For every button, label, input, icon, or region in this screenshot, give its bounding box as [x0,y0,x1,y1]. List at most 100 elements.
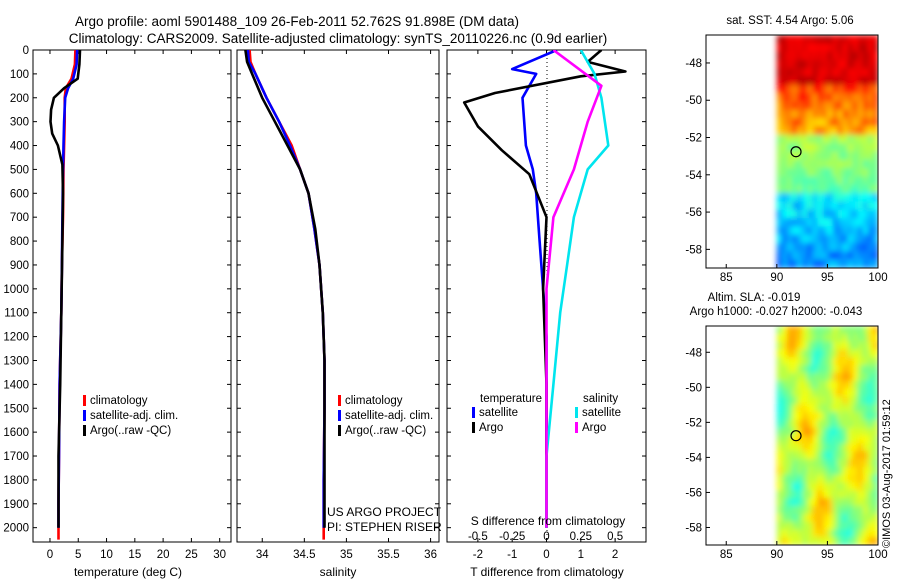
map-cell [872,251,878,261]
depth-tick-label: 800 [10,236,29,248]
map-cell [837,396,844,405]
map-cell [827,151,834,161]
map-cell [867,498,874,507]
map-cell [852,259,859,268]
map-cell [862,76,869,86]
sst-map-panel: sat. SST: 4.54 Argo: 5.06 85 90 95 100 -48 -5… [685,15,887,284]
map-x-tick-label: 90 [770,272,783,284]
map-cell [872,68,878,78]
map-cell [842,184,849,194]
map-cell [792,427,798,437]
map-cell [867,93,874,103]
map-cell [862,333,869,343]
map-cell [817,43,823,53]
map-cell [827,357,834,366]
map-cell [872,259,878,268]
s-diff-tick-label: -0.25 [499,531,525,543]
map-cell [812,118,818,128]
map-cell [852,396,859,405]
map-cell [832,341,839,350]
map-cell [867,35,874,44]
map-cell [802,451,808,460]
map-cell [781,365,788,374]
map-cell [867,341,874,350]
map-cell [832,51,839,61]
map-cell [812,380,818,390]
salinity-legend-0-swatch [338,395,341,406]
map-cell [847,43,854,53]
map-cell [797,419,803,429]
map-cell [776,226,783,236]
map-cell [792,326,798,335]
map-cell [842,388,849,397]
map-cell [812,143,818,153]
depth-axis: 0 100 200 300 400 500 600 700 800 900 1000 1100 1200… [3,45,231,535]
map-cell [797,184,803,194]
map-cell [812,396,818,405]
map-cell [837,404,844,413]
map-cell [857,143,864,153]
x-tick-label: 35 [340,549,353,561]
map-cell [847,372,854,382]
map-cell [797,93,803,103]
diff-legend-3-label: Argo [582,422,606,434]
map-cell [842,251,849,261]
map-cell [847,143,854,153]
map-cell [862,151,869,161]
map-cell [857,218,864,227]
map-cell [827,466,834,476]
map-cell [807,151,813,161]
map-cell [842,435,849,444]
map-cell [792,93,798,103]
map-cell [797,372,803,382]
map-cell [807,529,813,538]
map-cell [852,333,859,343]
map-cell [832,76,839,86]
map-cell [827,443,834,452]
map-cell [837,176,844,186]
map-cell [792,466,798,476]
map-cell [817,529,823,538]
map-cell [781,226,788,236]
map-cell [837,234,844,244]
map-cell [786,201,793,211]
map-cell [857,168,864,177]
map-cell [857,251,864,261]
map-cell [837,68,844,78]
map-cell [807,51,813,61]
sst-map-title: sat. SST: 4.54 Argo: 5.06 [726,15,853,27]
map-cell [827,349,834,358]
map-cell [832,68,839,78]
map-cell [812,134,818,144]
map-cell [817,176,823,186]
map-cell [812,435,818,444]
map-cell [797,396,803,405]
map-cell [776,101,783,111]
map-cell [786,159,793,169]
temperature-legend-1-swatch [83,410,86,421]
map-cell [827,404,834,413]
map-cell [832,151,839,161]
map-y-tick-label: -56 [685,487,702,499]
t-diff-argo-line [462,50,627,528]
map-cell [817,380,823,390]
map-cell [867,51,874,61]
map-cell [867,201,874,211]
temperature-plot-frame [32,49,232,543]
map-cell [847,259,854,268]
map-cell [781,357,788,366]
map-cell [862,201,869,211]
map-cell [792,357,798,366]
map-cell [802,35,808,44]
map-cell [832,404,839,413]
map-cell [776,498,783,507]
map-cell [786,326,793,335]
map-cell [802,201,808,211]
map-cell [837,474,844,483]
map-cell [786,459,793,468]
map-x-tick-label: 85 [720,272,733,284]
map-cell [792,35,798,44]
map-cell [832,537,839,545]
map-cell [792,490,798,499]
x-tick-label: 35.5 [377,549,399,561]
